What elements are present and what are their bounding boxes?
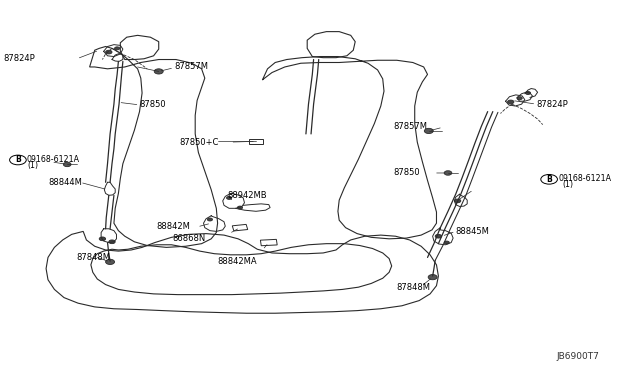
Circle shape xyxy=(428,275,437,280)
Circle shape xyxy=(525,92,531,94)
Text: 09168-6121A: 09168-6121A xyxy=(27,155,80,164)
Text: 86868N: 86868N xyxy=(173,234,206,243)
Bar xyxy=(249,139,263,144)
Text: 87850: 87850 xyxy=(140,100,166,109)
Circle shape xyxy=(99,237,106,241)
Text: 87857M: 87857M xyxy=(394,122,428,131)
Text: 87857M: 87857M xyxy=(174,62,208,71)
Text: 87850: 87850 xyxy=(394,169,420,177)
Text: 88844M: 88844M xyxy=(48,178,82,187)
Text: (1): (1) xyxy=(562,180,573,189)
Text: (1): (1) xyxy=(27,161,38,170)
Circle shape xyxy=(517,97,522,100)
Circle shape xyxy=(106,259,115,264)
Circle shape xyxy=(237,206,243,209)
Circle shape xyxy=(109,240,115,244)
Circle shape xyxy=(424,128,433,134)
Text: 87824P: 87824P xyxy=(3,54,35,63)
Circle shape xyxy=(115,47,120,50)
Circle shape xyxy=(435,234,442,238)
Text: JB6900T7: JB6900T7 xyxy=(557,352,600,361)
Circle shape xyxy=(227,196,232,199)
Circle shape xyxy=(207,218,212,221)
Circle shape xyxy=(154,69,163,74)
Circle shape xyxy=(106,50,112,54)
Text: B: B xyxy=(547,175,552,184)
Bar xyxy=(260,239,277,246)
Text: B: B xyxy=(15,155,20,164)
Bar xyxy=(232,224,248,231)
Text: 88842MA: 88842MA xyxy=(218,257,257,266)
Circle shape xyxy=(454,199,461,203)
Text: 88845M: 88845M xyxy=(456,227,490,236)
Text: 87850+C: 87850+C xyxy=(179,138,219,147)
Text: 09168-6121A: 09168-6121A xyxy=(558,174,611,183)
Text: 87824P: 87824P xyxy=(536,100,568,109)
Text: 87848M: 87848M xyxy=(77,253,111,262)
Text: 88942MB: 88942MB xyxy=(227,191,267,200)
Circle shape xyxy=(444,171,452,175)
Circle shape xyxy=(508,100,514,104)
Text: 88842M: 88842M xyxy=(157,222,191,231)
Text: 87848M: 87848M xyxy=(397,283,431,292)
Circle shape xyxy=(444,241,449,244)
Circle shape xyxy=(63,162,71,167)
